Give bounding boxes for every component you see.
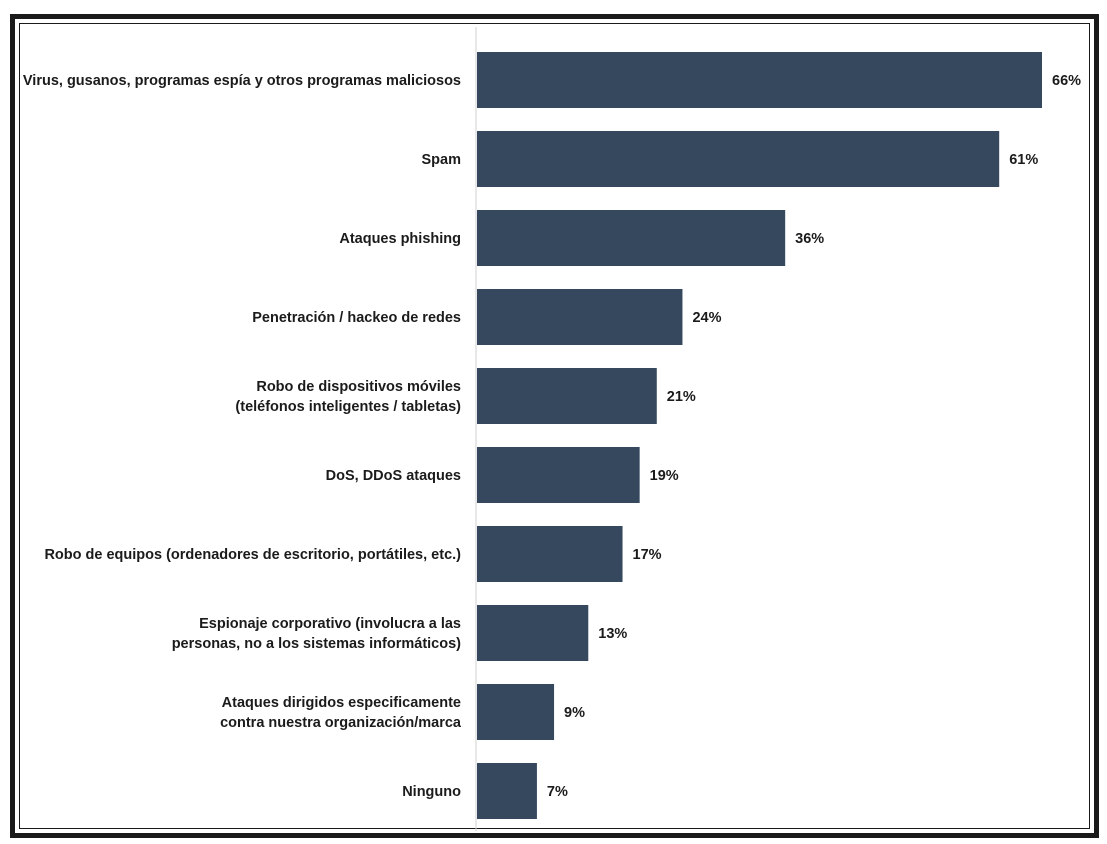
bar — [477, 763, 537, 819]
bar — [477, 131, 1000, 187]
bars-group: 66% Virus, gusanos, programas espía y otr… — [23, 52, 1081, 819]
value-label: 61% — [1009, 152, 1038, 168]
category-label: Penetración / hackeo de redes — [252, 310, 461, 326]
value-label: 17% — [633, 547, 662, 563]
bar — [477, 52, 1042, 108]
value-label: 24% — [692, 310, 721, 326]
category-label: Espionaje corporativo (involucra a las pe… — [172, 616, 461, 652]
bar — [477, 447, 640, 503]
category-label: Spam — [422, 152, 462, 168]
value-label: 7% — [547, 784, 568, 800]
bar-chart: 66% Virus, gusanos, programas espía y otr… — [23, 27, 1081, 831]
value-label: 13% — [598, 626, 627, 642]
bar — [477, 210, 786, 266]
value-label: 9% — [564, 705, 585, 721]
category-label: Ataques dirigidos especificamente contra … — [220, 695, 462, 731]
category-label: Ninguno — [402, 784, 461, 800]
bar — [477, 289, 683, 345]
bar — [477, 684, 555, 740]
value-label: 66% — [1052, 73, 1081, 89]
value-label: 36% — [795, 231, 824, 247]
category-label: Robo de dispositivos móviles (teléfonos i… — [235, 379, 461, 415]
category-label: Virus, gusanos, programas espía y otros … — [23, 73, 461, 89]
value-label: 21% — [667, 389, 696, 405]
bar — [477, 526, 623, 582]
bar — [477, 605, 589, 661]
category-label: Robo de equipos (ordenadores de escritor… — [44, 547, 461, 563]
chart-frame: 66% Virus, gusanos, programas espía y otr… — [10, 14, 1099, 838]
bar — [477, 368, 657, 424]
category-label: Ataques phishing — [339, 231, 461, 247]
value-label: 19% — [650, 468, 679, 484]
category-label: DoS, DDoS ataques — [326, 468, 461, 484]
